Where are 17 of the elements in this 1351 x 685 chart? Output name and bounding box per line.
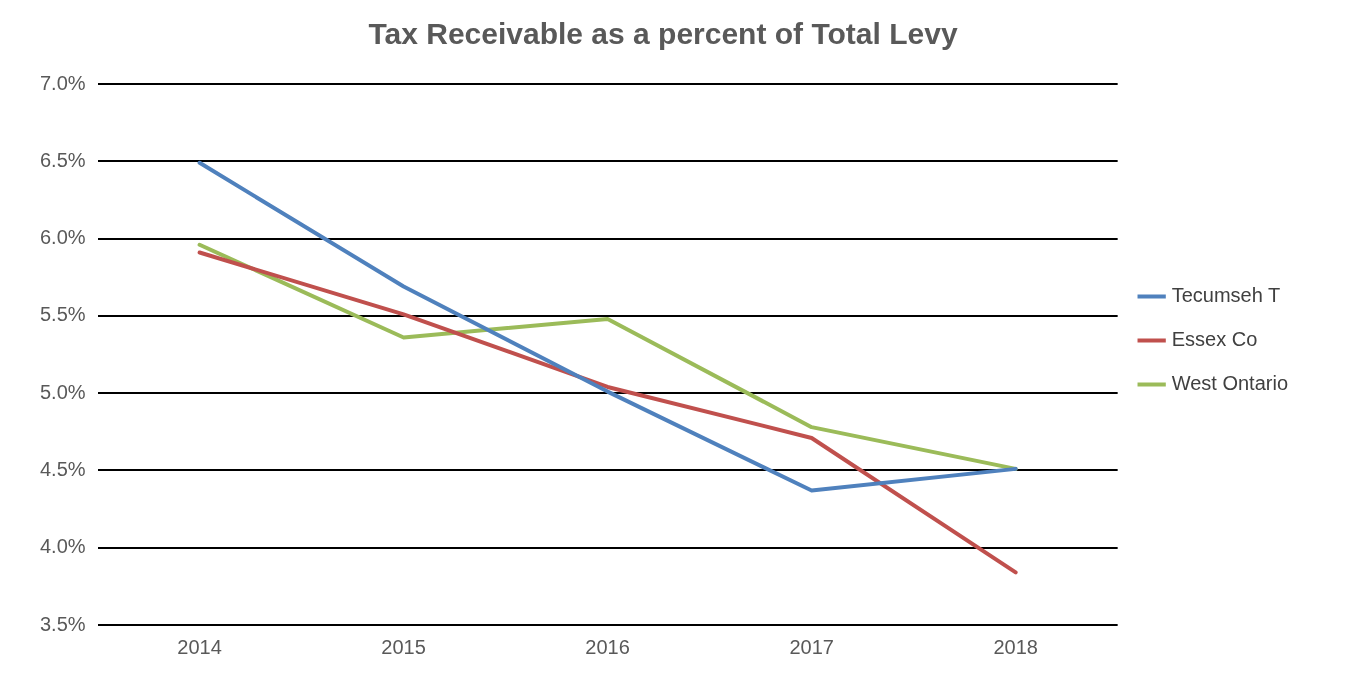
legend-label: Tecumseh T xyxy=(1171,284,1281,307)
y-tick-label: 4.0% xyxy=(39,535,86,558)
y-tick-label: 6.0% xyxy=(39,226,86,249)
y-tick-label: 5.5% xyxy=(39,303,86,326)
x-tick-label: 2018 xyxy=(993,635,1038,658)
y-tick-label: 7.0% xyxy=(39,71,86,94)
y-tick-label: 3.5% xyxy=(39,612,86,635)
legend-label: West Ontario xyxy=(1171,372,1289,395)
y-tick-label: 5.0% xyxy=(39,380,86,403)
legend-label: Essex Co xyxy=(1171,328,1258,351)
chart-title: Tax Receivable as a percent of Total Levy xyxy=(368,17,958,51)
y-tick-label: 6.5% xyxy=(39,148,86,171)
y-tick-label: 4.5% xyxy=(39,457,86,480)
x-tick-label: 2014 xyxy=(177,635,222,658)
x-tick-label: 2016 xyxy=(585,635,630,658)
x-tick-label: 2015 xyxy=(381,635,426,658)
x-tick-label: 2017 xyxy=(789,635,834,658)
